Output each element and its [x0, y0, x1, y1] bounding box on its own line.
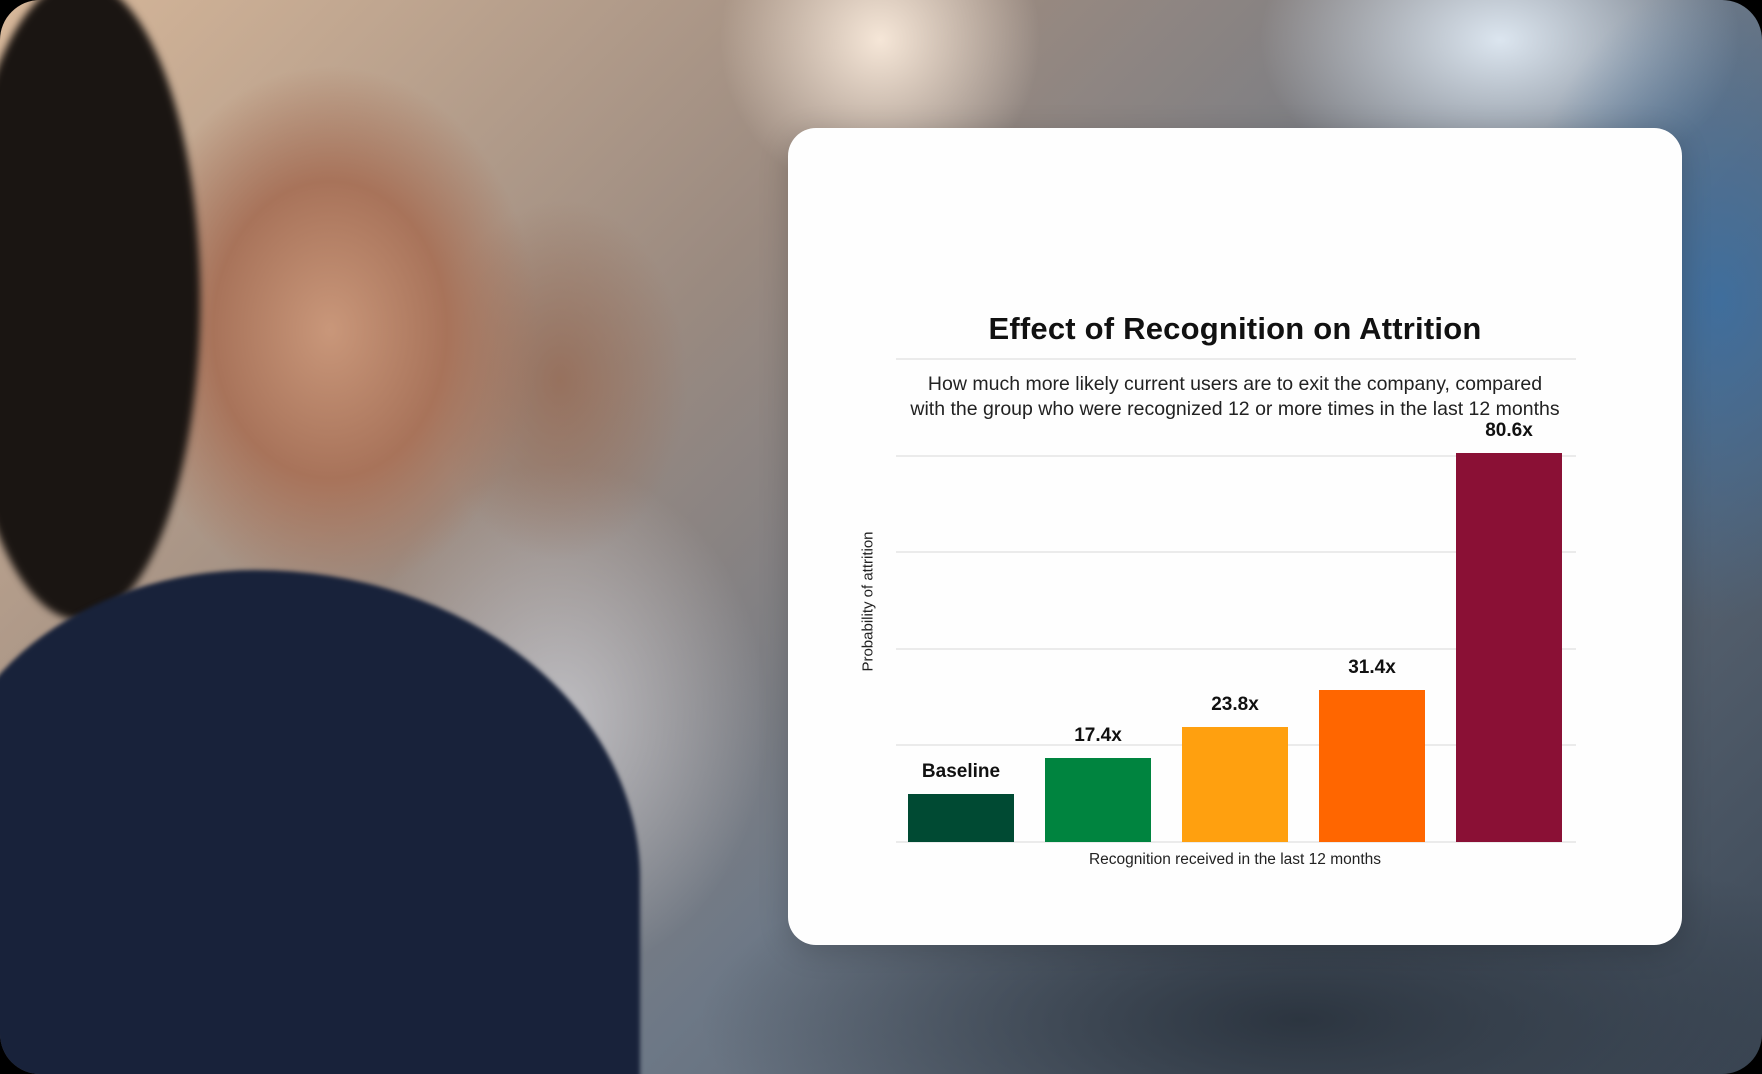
bar-17-4x [1045, 757, 1151, 842]
bar-31-4x [1319, 690, 1425, 842]
gridline [896, 647, 1576, 650]
bar-baseline [908, 793, 1014, 842]
chart-subtitle-line-2: with the group who were recognized 12 or… [910, 398, 1560, 420]
background-shirt-shape [0, 570, 640, 1074]
x-axis-label: Recognition received in the last 12 mont… [1088, 851, 1382, 868]
bar-value-label: 17.4x [1074, 724, 1122, 746]
y-axis-label: Probability of attrition [859, 530, 877, 672]
bar-value-label: 31.4x [1348, 657, 1396, 679]
background-hair-shape [0, 0, 200, 620]
gridline [896, 454, 1576, 457]
plot-area: Baseline 17.4x 23.8x 31.4x 80.6x [788, 128, 1682, 945]
chart-subtitle-line-1: How much more likely current users are t… [927, 373, 1543, 395]
gridline [896, 551, 1576, 554]
bar-value-label: 23.8x [1211, 694, 1259, 716]
chart-title: Effect of Recognition on Attrition [988, 311, 1482, 346]
bar-80-6x [1456, 452, 1562, 842]
bar-value-label: Baseline [921, 760, 1001, 782]
bar-value-label: 80.6x [1485, 419, 1533, 441]
bar-23-8x [1182, 727, 1288, 842]
gridline [896, 358, 1576, 360]
chart-subtitle: How much more likely current users are t… [788, 372, 1682, 422]
chart-card: Effect of Recognition on Attrition How m… [788, 128, 1682, 945]
gridline [896, 841, 1576, 843]
